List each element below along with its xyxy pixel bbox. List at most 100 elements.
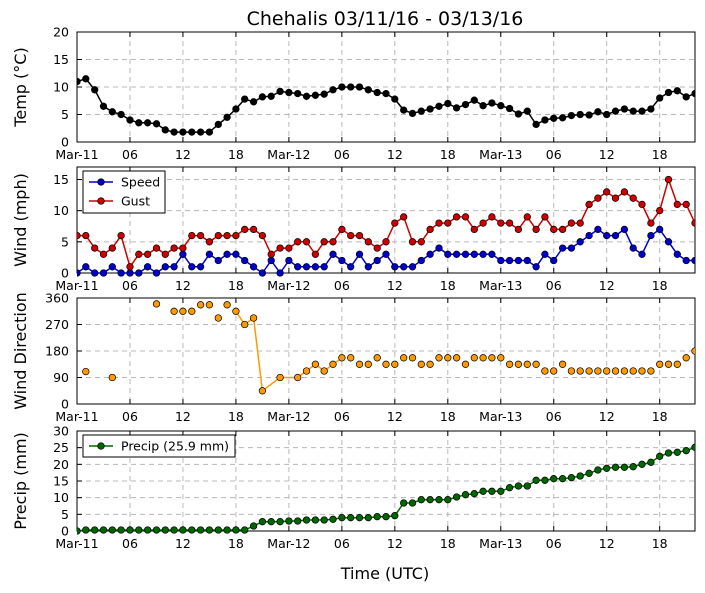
data-point (364, 86, 372, 94)
x-tick-label: 06 (122, 278, 138, 293)
data-point (452, 213, 461, 221)
y-axis-title: Wind (mph) (11, 173, 30, 267)
data-point (470, 225, 478, 234)
data-point (143, 250, 152, 258)
data-point (444, 99, 452, 108)
data-point (117, 110, 125, 119)
x-tick-label: 12 (175, 536, 191, 551)
x-tick-label: 06 (122, 409, 138, 424)
data-point (567, 111, 576, 120)
data-point (638, 200, 646, 209)
data-point (135, 119, 143, 127)
data-point (682, 200, 690, 209)
data-point (232, 307, 240, 315)
data-point (391, 263, 399, 271)
data-point (594, 466, 602, 474)
data-point (505, 484, 514, 492)
data-point (179, 244, 187, 252)
data-point (179, 250, 187, 258)
data-point (444, 354, 452, 362)
data-point (656, 360, 664, 368)
data-point (267, 92, 275, 100)
data-point (656, 225, 664, 234)
data-point (214, 314, 222, 322)
series-group (82, 300, 695, 395)
data-point (77, 77, 81, 86)
data-point (417, 496, 425, 504)
data-point (232, 250, 240, 258)
data-point (576, 219, 584, 227)
data-point (391, 512, 399, 520)
data-point (285, 256, 293, 265)
data-point (302, 367, 311, 375)
data-point (170, 307, 178, 315)
data-point (567, 474, 576, 482)
x-tick-label: 12 (387, 409, 403, 424)
data-point (638, 367, 646, 375)
data-point (514, 482, 523, 490)
data-point (373, 354, 381, 362)
y-tick-label: 20 (53, 457, 69, 472)
x-tick-label: 12 (599, 278, 615, 293)
data-point (558, 225, 567, 234)
data-point (470, 250, 478, 258)
data-point (320, 238, 328, 246)
x-tick-label: 18 (228, 409, 244, 424)
data-point (682, 93, 690, 101)
data-point (152, 526, 161, 534)
x-tick-label: 06 (546, 536, 562, 551)
x-tick-label: Mar-13 (479, 536, 522, 551)
data-point (77, 269, 81, 277)
y-tick-label: 5 (61, 107, 69, 122)
data-point (417, 360, 425, 368)
legend-label: Precip (25.9 mm) (121, 439, 229, 454)
data-point (188, 526, 196, 534)
data-point (311, 360, 320, 368)
data-point (179, 307, 187, 315)
data-point (170, 128, 178, 136)
legend-marker (97, 442, 105, 450)
data-point (505, 256, 514, 265)
data-point (205, 301, 214, 309)
chart-title: Chehalis 03/11/16 - 03/13/16 (247, 8, 524, 30)
data-point (550, 367, 558, 375)
data-point (276, 87, 284, 96)
data-point (603, 464, 611, 472)
data-point (364, 263, 372, 271)
data-point (611, 107, 620, 115)
data-point (276, 269, 284, 277)
data-point (143, 119, 152, 127)
data-point (329, 360, 337, 368)
data-point (461, 213, 470, 221)
data-point (223, 113, 231, 121)
data-point (408, 263, 417, 271)
data-point (435, 244, 443, 252)
data-point (408, 238, 417, 246)
data-point (320, 90, 328, 98)
panel-1: 0 5 10 15 20 Mar-11 06 12 18 Mar-12 06 12 18 Mar-13 06… (11, 25, 696, 162)
y-tick-label: 15 (53, 52, 69, 67)
y-tick-label: 20 (53, 25, 69, 40)
data-point (338, 83, 346, 91)
data-point (267, 250, 275, 258)
data-point (99, 269, 108, 277)
data-point (232, 526, 240, 534)
data-point (611, 367, 620, 375)
data-point (82, 263, 90, 271)
data-point (673, 360, 681, 368)
data-point (161, 526, 169, 534)
data-point (382, 360, 390, 368)
data-point (382, 250, 390, 258)
data-point (391, 219, 399, 227)
data-point (329, 238, 337, 246)
data-point (196, 526, 205, 534)
y-tick-label: 5 (61, 507, 69, 522)
x-tick-label: 18 (228, 536, 244, 551)
data-point (647, 219, 655, 227)
data-point (108, 526, 116, 534)
data-point (294, 373, 302, 382)
data-point (435, 219, 443, 227)
data-point (373, 88, 381, 97)
x-tick-label: Mar-11 (55, 409, 98, 424)
data-point (620, 225, 629, 234)
